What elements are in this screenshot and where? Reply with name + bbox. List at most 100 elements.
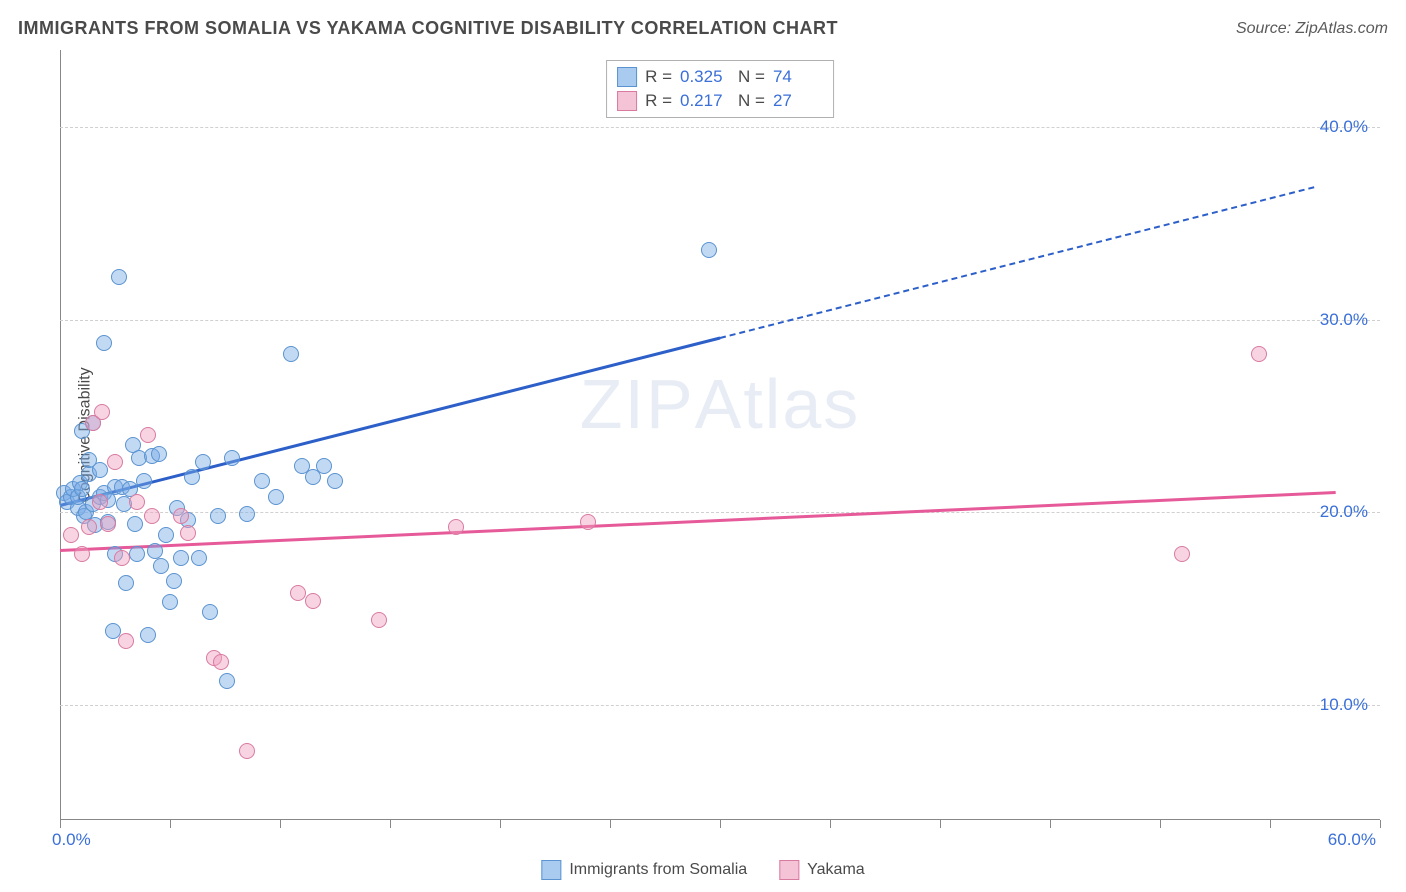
data-point bbox=[96, 335, 112, 351]
stats-box: R =0.325N =74R =0.217N =27 bbox=[606, 60, 834, 118]
gridline bbox=[60, 512, 1380, 513]
data-point bbox=[1174, 546, 1190, 562]
data-point bbox=[268, 489, 284, 505]
x-tick bbox=[1160, 820, 1161, 828]
stats-row: R = 0.325 N = 74 bbox=[617, 65, 823, 89]
x-min-label: 0.0% bbox=[52, 830, 91, 850]
data-point bbox=[140, 427, 156, 443]
y-tick-label: 20.0% bbox=[1320, 502, 1368, 522]
data-point bbox=[129, 546, 145, 562]
watermark-sub: Atlas bbox=[695, 365, 861, 443]
swatch bbox=[617, 67, 637, 87]
x-tick bbox=[610, 820, 611, 828]
data-point bbox=[448, 519, 464, 535]
data-point bbox=[94, 404, 110, 420]
data-point bbox=[580, 514, 596, 530]
data-point bbox=[283, 346, 299, 362]
data-point bbox=[1251, 346, 1267, 362]
gridline bbox=[60, 705, 1380, 706]
legend-label: Yakama bbox=[807, 861, 865, 879]
n-label: N = bbox=[738, 91, 765, 111]
x-tick bbox=[500, 820, 501, 828]
swatch bbox=[541, 860, 561, 880]
data-point bbox=[153, 558, 169, 574]
data-point bbox=[118, 633, 134, 649]
watermark: ZIPAtlas bbox=[580, 364, 861, 444]
r-value: 0.325 bbox=[680, 67, 730, 87]
r-label: R = bbox=[645, 91, 672, 111]
data-point bbox=[111, 269, 127, 285]
swatch bbox=[617, 91, 637, 111]
plot-area: ZIPAtlas R =0.325N =74R =0.217N =27 10.0… bbox=[60, 50, 1380, 820]
data-point bbox=[151, 446, 167, 462]
chart-area: Cognitive Disability ZIPAtlas R =0.325N … bbox=[50, 50, 1384, 820]
data-point bbox=[184, 469, 200, 485]
n-label: N = bbox=[738, 67, 765, 87]
data-point bbox=[140, 627, 156, 643]
data-point bbox=[136, 473, 152, 489]
trend-line bbox=[720, 186, 1314, 339]
legend-item: Immigrants from Somalia bbox=[541, 860, 747, 880]
data-point bbox=[202, 604, 218, 620]
data-point bbox=[166, 573, 182, 589]
data-point bbox=[701, 242, 717, 258]
data-point bbox=[239, 743, 255, 759]
data-point bbox=[290, 585, 306, 601]
data-point bbox=[92, 494, 108, 510]
data-point bbox=[371, 612, 387, 628]
data-point bbox=[144, 508, 160, 524]
x-tick bbox=[1380, 820, 1381, 828]
data-point bbox=[63, 527, 79, 543]
gridline bbox=[60, 127, 1380, 128]
data-point bbox=[173, 508, 189, 524]
r-label: R = bbox=[645, 67, 672, 87]
trend-line bbox=[60, 491, 1336, 552]
x-tick bbox=[390, 820, 391, 828]
data-point bbox=[254, 473, 270, 489]
x-tick bbox=[60, 820, 61, 828]
data-point bbox=[129, 494, 145, 510]
n-value: 74 bbox=[773, 67, 823, 87]
data-point bbox=[74, 546, 90, 562]
n-value: 27 bbox=[773, 91, 823, 111]
legend: Immigrants from Somalia Yakama bbox=[541, 860, 864, 880]
data-point bbox=[180, 525, 196, 541]
data-point bbox=[316, 458, 332, 474]
x-tick bbox=[720, 820, 721, 828]
data-point bbox=[114, 550, 130, 566]
x-tick bbox=[170, 820, 171, 828]
source-credit: Source: ZipAtlas.com bbox=[1236, 20, 1388, 38]
x-tick bbox=[1050, 820, 1051, 828]
y-tick-label: 40.0% bbox=[1320, 117, 1368, 137]
data-point bbox=[74, 481, 90, 497]
trend-line bbox=[60, 337, 721, 507]
y-tick-label: 10.0% bbox=[1320, 695, 1368, 715]
data-point bbox=[195, 454, 211, 470]
stats-row: R =0.217N =27 bbox=[617, 89, 823, 113]
data-point bbox=[127, 516, 143, 532]
data-point bbox=[81, 519, 97, 535]
data-point bbox=[239, 506, 255, 522]
data-point bbox=[158, 527, 174, 543]
x-max-label: 60.0% bbox=[1328, 830, 1376, 850]
x-tick bbox=[830, 820, 831, 828]
x-tick bbox=[280, 820, 281, 828]
data-point bbox=[210, 508, 226, 524]
data-point bbox=[327, 473, 343, 489]
data-point bbox=[191, 550, 207, 566]
chart-title: IMMIGRANTS FROM SOMALIA VS YAKAMA COGNIT… bbox=[18, 18, 838, 39]
data-point bbox=[219, 673, 235, 689]
y-tick-label: 30.0% bbox=[1320, 310, 1368, 330]
data-point bbox=[147, 543, 163, 559]
data-point bbox=[162, 594, 178, 610]
legend-label: Immigrants from Somalia bbox=[569, 861, 747, 879]
data-point bbox=[107, 454, 123, 470]
watermark-main: ZIP bbox=[580, 365, 695, 443]
legend-item: Yakama bbox=[779, 860, 865, 880]
data-point bbox=[173, 550, 189, 566]
gridline bbox=[60, 320, 1380, 321]
data-point bbox=[305, 593, 321, 609]
x-tick bbox=[940, 820, 941, 828]
data-point bbox=[100, 516, 116, 532]
header: IMMIGRANTS FROM SOMALIA VS YAKAMA COGNIT… bbox=[18, 18, 1388, 39]
